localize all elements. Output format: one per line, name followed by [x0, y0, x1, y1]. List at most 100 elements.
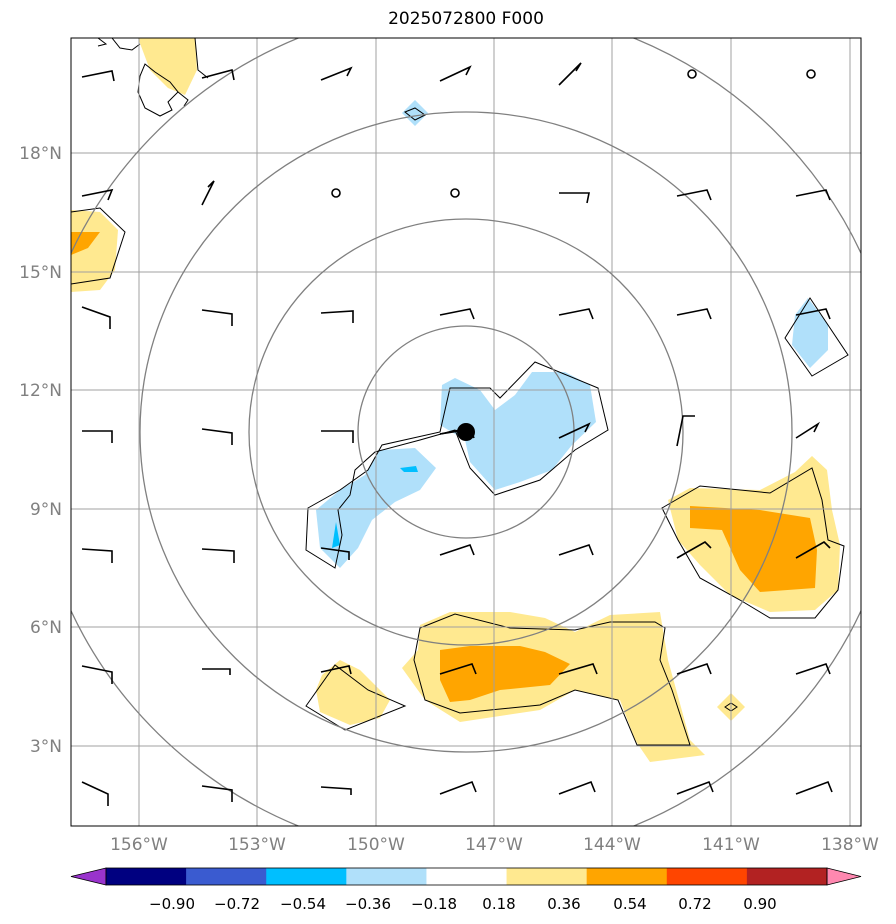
colorbar-swatch [586, 868, 668, 885]
colorbar-swatch [746, 868, 828, 885]
colorbar-frame [105, 867, 828, 886]
contour-line [413, 613, 691, 746]
colorbar-extend-low [70, 867, 107, 886]
wind-barb [676, 541, 712, 559]
contour-lines [71, 107, 849, 746]
wind-barb [320, 310, 354, 323]
lon-label: 144°W [583, 835, 641, 855]
colorbar-extend-high [826, 867, 862, 886]
wind-barb [795, 663, 831, 675]
colorbar-label: 0.36 [547, 895, 580, 913]
lat-label: 15°N [19, 263, 62, 283]
wind-barb [201, 69, 235, 81]
contour-line [784, 297, 849, 377]
positive-anomaly-area [138, 38, 197, 95]
negative-anomaly-area-strong [400, 466, 418, 472]
wind-barb [81, 665, 113, 684]
lat-label: 6°N [30, 618, 62, 638]
wind-barb [558, 780, 596, 795]
wind-barb [558, 663, 598, 675]
longitude-labels: 156°W 153°W 150°W 147°W 144°W 141°W 138°… [110, 835, 879, 855]
lon-label: 150°W [347, 835, 405, 855]
wind-barb [320, 665, 352, 675]
coastline [194, 38, 209, 79]
wind-barb [676, 189, 712, 201]
coastline [111, 38, 141, 51]
wind-barb [320, 786, 352, 795]
calm-wind-marker [450, 188, 460, 198]
negative-anomaly-area [440, 372, 596, 490]
wind-barb [795, 308, 831, 320]
wind-barb [795, 780, 833, 795]
calm-wind-marker [331, 188, 341, 198]
contour-line [71, 207, 126, 285]
colorbar-label: 0.18 [482, 895, 515, 913]
wind-barb [201, 428, 233, 445]
wind-barb [81, 781, 109, 806]
negative-anomaly-area [792, 298, 828, 368]
lon-label: 156°W [110, 835, 168, 855]
wind-barb [795, 189, 831, 201]
lon-label: 138°W [821, 835, 879, 855]
wind-barb [201, 180, 215, 206]
wind-barb [81, 188, 114, 201]
wind-barb [795, 541, 831, 559]
negative-anomaly-area-strong [332, 522, 340, 548]
wind-barb [676, 780, 714, 795]
positive-anomaly-area-strong [440, 646, 570, 702]
colorbar-swatch [426, 868, 508, 885]
contour-line [661, 467, 845, 619]
wind-barb [559, 192, 590, 204]
colorbar-labels: −0.90 −0.72 −0.54 −0.36 −0.18 0.18 0.36 … [149, 895, 777, 913]
colorbar-label: −0.36 [345, 895, 391, 913]
shaded-fields [71, 38, 840, 762]
colorbar-label: −0.72 [214, 895, 260, 913]
positive-anomaly-area-strong [690, 506, 817, 592]
lat-label: 12°N [19, 381, 62, 401]
wind-barb [321, 430, 354, 443]
wind-barb [439, 780, 477, 795]
contour-line [724, 702, 738, 712]
colorbar [70, 867, 862, 886]
wind-barb [81, 548, 113, 563]
range-ring [248, 218, 684, 646]
wind-barb [439, 663, 477, 675]
lon-label: 141°W [702, 835, 760, 855]
range-ring [139, 111, 793, 753]
storm-center-marker [457, 423, 475, 441]
wind-barb [320, 547, 350, 560]
calm-wind-marker [687, 69, 697, 79]
wind-barb [558, 62, 582, 86]
colorbar-label: −0.18 [411, 895, 457, 913]
colorbar-label: 0.54 [613, 895, 646, 913]
wind-barb [558, 308, 594, 320]
colorbar-swatch [266, 868, 347, 885]
coastline [177, 91, 189, 107]
wind-barb [201, 785, 233, 802]
latitude-labels: 18°N 15°N 12°N 9°N 6°N 3°N [19, 144, 62, 757]
wind-barb [82, 430, 113, 443]
colorbar-label: 0.90 [743, 895, 776, 913]
range-rings [71, 38, 861, 826]
wind-barb [558, 422, 591, 439]
colorbar-swatch [506, 868, 588, 885]
lon-label: 147°W [465, 835, 523, 855]
colorbar-swatch [106, 868, 187, 885]
colorbar-label: 0.72 [678, 895, 711, 913]
wind-barb [201, 309, 233, 326]
calm-wind-marker [806, 69, 816, 79]
map-plot-area [71, 38, 861, 826]
range-ring [357, 325, 575, 539]
wind-barb [202, 668, 231, 675]
wind-barb [439, 65, 472, 82]
contour-line [305, 361, 609, 569]
wind-barb [81, 306, 111, 329]
wind-barb [676, 415, 695, 447]
wind-barb [558, 544, 594, 556]
wind-barbs [81, 62, 833, 806]
colorbar-label: −0.54 [280, 895, 326, 913]
positive-anomaly-area [316, 660, 390, 725]
negative-anomaly-area [402, 100, 428, 126]
wind-barb [676, 308, 712, 320]
